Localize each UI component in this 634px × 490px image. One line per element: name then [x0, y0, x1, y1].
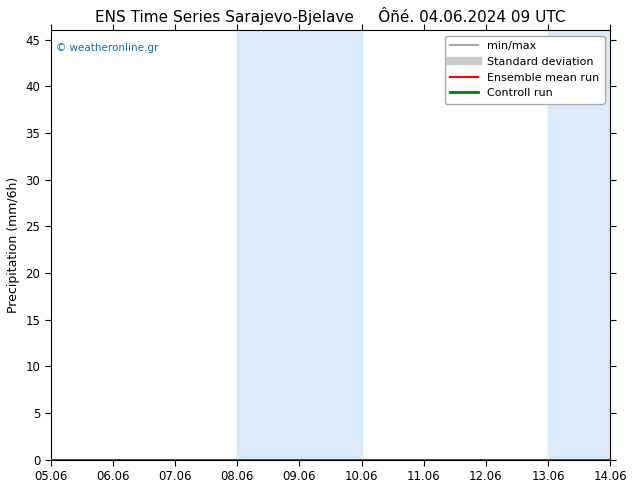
Legend: min/max, Standard deviation, Ensemble mean run, Controll run: min/max, Standard deviation, Ensemble me…	[444, 36, 605, 103]
Y-axis label: Precipitation (mm/6h): Precipitation (mm/6h)	[7, 177, 20, 313]
Title: ENS Time Series Sarajevo-Bjelave     Ôñé. 04.06.2024 09 UTC: ENS Time Series Sarajevo-Bjelave Ôñé. 04…	[95, 7, 566, 25]
Bar	[299, 30, 361, 460]
Text: © weatheronline.gr: © weatheronline.gr	[56, 43, 158, 53]
Bar	[548, 30, 611, 460]
Bar	[237, 30, 299, 460]
